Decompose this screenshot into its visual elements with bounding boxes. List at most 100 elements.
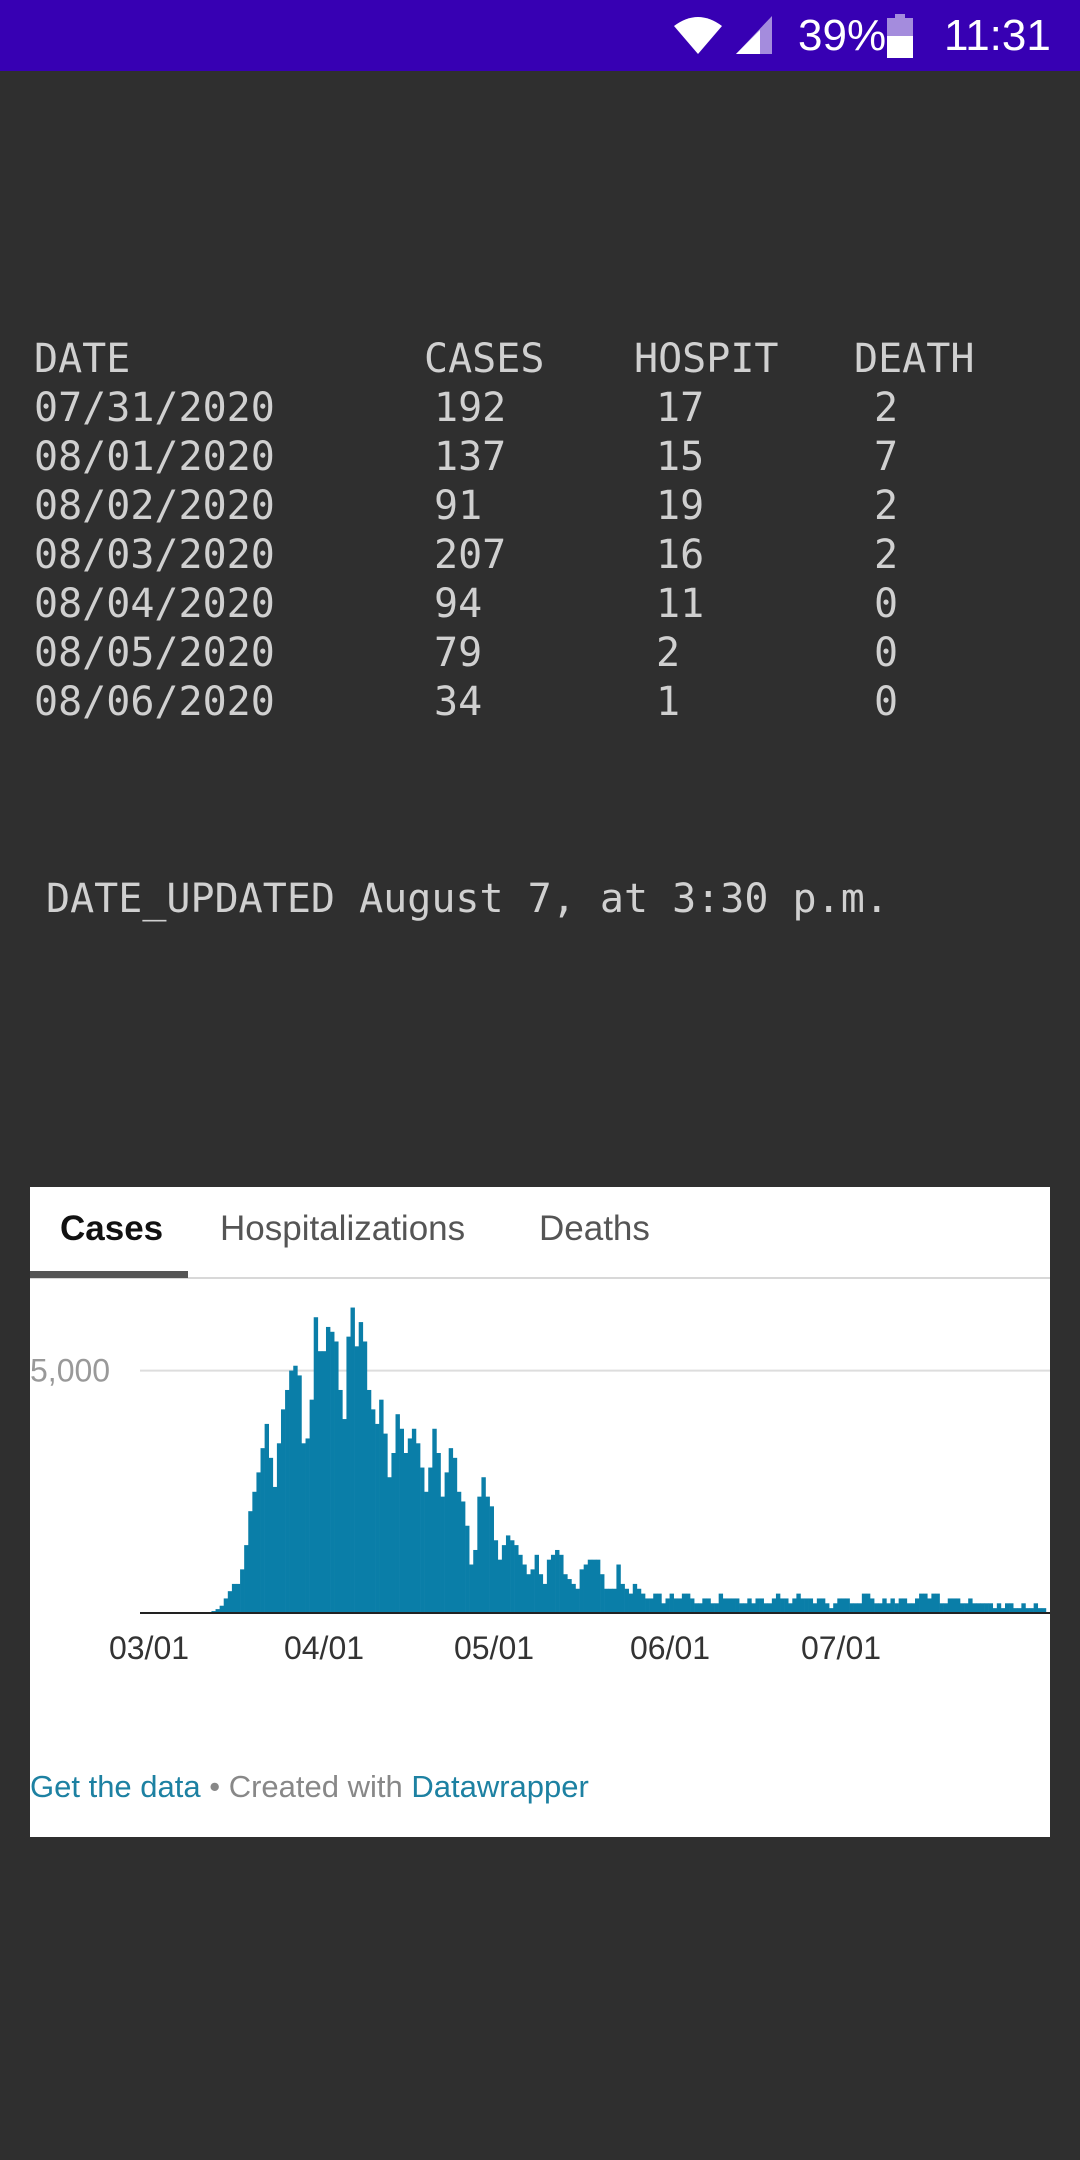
bar (763, 1603, 769, 1613)
bar (710, 1603, 715, 1613)
bar (395, 1414, 400, 1613)
clock: 11:31 (944, 11, 1051, 60)
bar (706, 1598, 711, 1613)
bar (829, 1608, 834, 1613)
bar (448, 1448, 454, 1613)
bar (223, 1598, 229, 1613)
bar (567, 1579, 572, 1613)
bar (514, 1545, 519, 1613)
bar (375, 1423, 380, 1613)
bar (583, 1564, 589, 1613)
table-row: 08/03/2020 207 16 2 (34, 531, 1044, 580)
cell-cases: 94 (434, 581, 483, 627)
bar (215, 1609, 220, 1613)
tab-hospitalizations[interactable]: Hospitalizations (220, 1209, 466, 1248)
bar (960, 1603, 965, 1613)
bar (227, 1591, 233, 1613)
bar (841, 1598, 846, 1613)
bar (264, 1423, 270, 1613)
bar (518, 1554, 523, 1613)
bar (730, 1598, 736, 1613)
cell-hospit: 2 (656, 630, 681, 676)
cell-hospit: 16 (656, 532, 705, 578)
bar (501, 1545, 507, 1613)
bar (968, 1598, 973, 1613)
bar (665, 1598, 670, 1613)
bar (870, 1598, 875, 1613)
bar (571, 1583, 576, 1613)
bar (636, 1588, 642, 1613)
table-row: 08/05/2020 79 2 0 (34, 629, 1044, 678)
bar (1025, 1608, 1030, 1613)
tab-cases[interactable]: Cases (60, 1209, 164, 1248)
bar (415, 1443, 421, 1613)
bar (845, 1598, 850, 1613)
bar (436, 1453, 441, 1613)
bar (927, 1598, 932, 1613)
bar (305, 1438, 310, 1613)
bar (530, 1569, 535, 1613)
cell-death: 0 (874, 679, 899, 725)
bar (354, 1346, 360, 1613)
bar (739, 1603, 744, 1613)
bar (861, 1593, 867, 1613)
chart-tabs: Cases Hospitalizations Deaths (30, 1187, 1050, 1279)
header-death: DEATH (854, 336, 975, 382)
cell-date: 08/06/2020 (34, 679, 275, 725)
bar (947, 1598, 953, 1613)
cell-cases: 192 (434, 385, 507, 431)
bar (497, 1559, 503, 1613)
bar (755, 1598, 760, 1613)
cell-death: 2 (874, 385, 899, 431)
bar (775, 1593, 781, 1613)
y-tick-label: 5,000 (30, 1353, 110, 1389)
datawrapper-link[interactable]: Datawrapper (411, 1769, 589, 1804)
x-tick-label: 04/01 (284, 1630, 364, 1666)
bar (943, 1603, 949, 1613)
bar (1013, 1608, 1018, 1613)
tab-deaths[interactable]: Deaths (539, 1209, 650, 1248)
cell-cases: 137 (434, 434, 507, 480)
bar (534, 1554, 539, 1613)
bar (624, 1588, 629, 1613)
bar (240, 1569, 245, 1613)
bar (661, 1603, 666, 1613)
bar (444, 1472, 449, 1613)
bar (559, 1554, 564, 1613)
bar (321, 1351, 327, 1613)
bar (391, 1453, 396, 1613)
cell-date: 07/31/2020 (34, 385, 275, 431)
bar (808, 1598, 814, 1613)
header-cases: CASES (424, 336, 545, 382)
table-row: 07/31/2020 192 17 2 (34, 384, 1044, 433)
x-tick-label: 06/01 (630, 1630, 710, 1666)
bar (489, 1506, 494, 1613)
cell-signal-icon (734, 14, 774, 61)
bar (248, 1511, 253, 1613)
cell-death: 2 (874, 483, 899, 529)
bar (612, 1588, 617, 1613)
bar (522, 1564, 527, 1613)
cell-cases: 91 (434, 483, 483, 529)
bar (906, 1603, 912, 1613)
bar (313, 1317, 319, 1613)
bar (874, 1603, 879, 1613)
bar (481, 1477, 486, 1613)
bar (1021, 1603, 1026, 1613)
cell-hospit: 15 (656, 434, 705, 480)
bar (219, 1605, 225, 1613)
bar (694, 1603, 699, 1613)
get-data-link[interactable]: Get the data (30, 1769, 201, 1804)
bar (334, 1341, 339, 1613)
bar (272, 1486, 278, 1613)
bar (285, 1389, 290, 1613)
cell-date: 08/03/2020 (34, 532, 275, 578)
bar (477, 1496, 482, 1613)
bar (252, 1491, 257, 1613)
bar (424, 1491, 429, 1613)
bar (604, 1588, 609, 1613)
date-updated: DATE_UPDATED August 7, at 3:30 p.m. (46, 876, 889, 922)
bar (804, 1598, 809, 1613)
bar (510, 1540, 515, 1613)
bar (984, 1603, 989, 1613)
